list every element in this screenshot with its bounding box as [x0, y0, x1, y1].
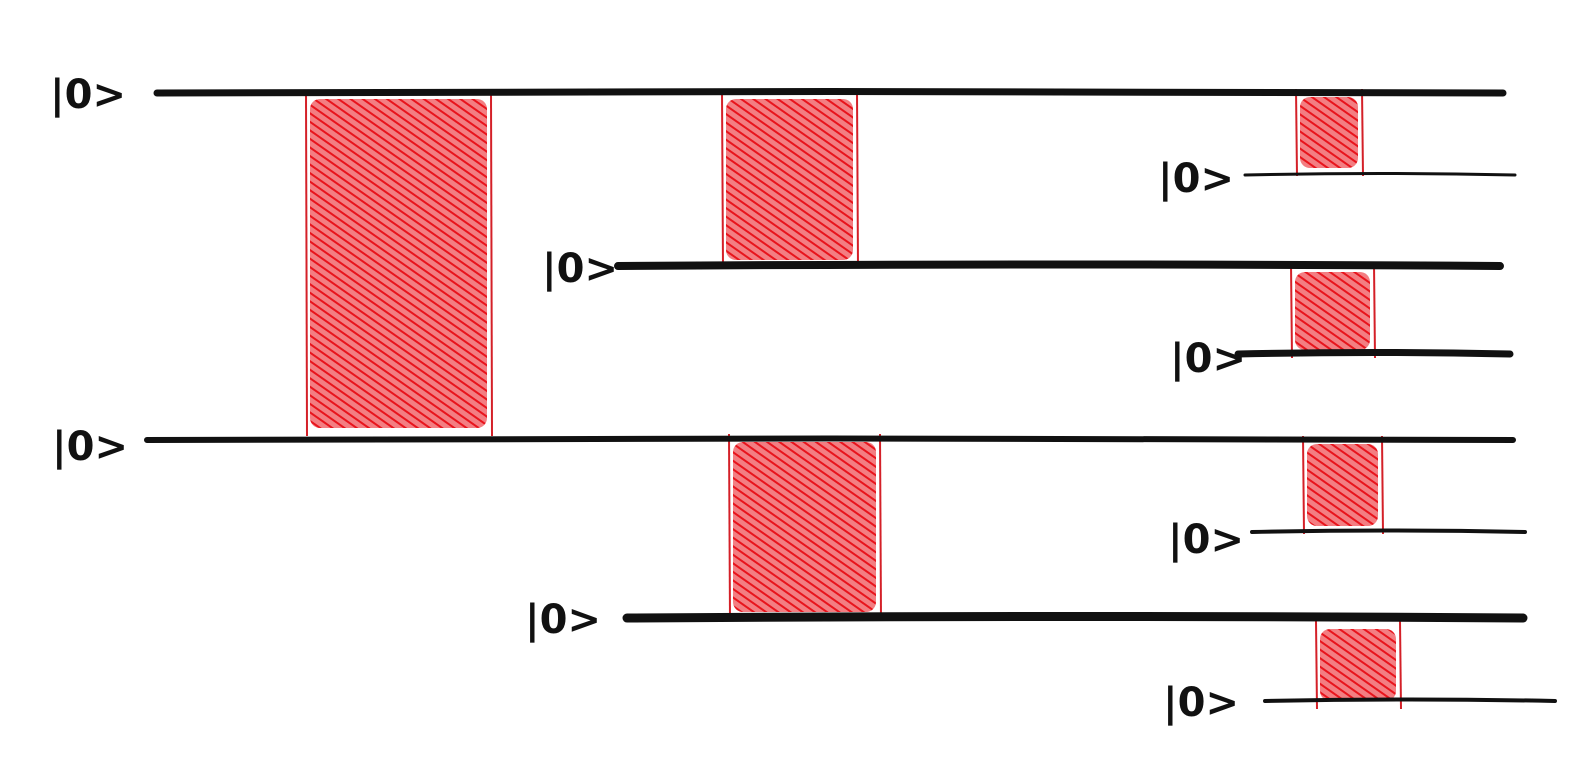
gate-hatch-fill — [310, 99, 487, 428]
qubit-wire — [1250, 528, 1527, 534]
gate-hatch-fill — [1320, 629, 1396, 701]
labels-layer: |0> |0> |0> |0> |0> |0> |0> |0> — [50, 72, 1246, 727]
qubit-wire — [614, 260, 1504, 270]
gate-left-edge — [305, 90, 308, 437]
qubit-wire — [622, 612, 1528, 623]
qubit-wire — [1263, 697, 1557, 703]
gate-right-edge — [1373, 263, 1376, 359]
qubit-wire — [153, 88, 1507, 97]
gate-right-edge — [1399, 620, 1402, 710]
gate-hatch-fill — [1300, 97, 1358, 168]
gate-right-edge — [1381, 435, 1384, 535]
gate-block — [1315, 620, 1402, 710]
gate-block — [721, 90, 859, 269]
gate-hatch-fill — [733, 442, 876, 612]
qubit-ket-label: |0> — [1158, 156, 1234, 203]
gates-layer — [305, 88, 1402, 710]
gate-right-edge — [879, 433, 882, 621]
qubit-ket-label: |0> — [1168, 517, 1244, 564]
gate-left-edge — [1290, 263, 1293, 359]
gate-left-edge — [721, 90, 724, 269]
qubit-ket-label: |0> — [542, 246, 618, 293]
qubit-ket-label: |0> — [52, 424, 128, 471]
qubit-wire — [1243, 172, 1517, 177]
qubit-ket-label: |0> — [525, 597, 601, 644]
qubit-ket-label: |0> — [1163, 680, 1239, 727]
wires-layer — [144, 88, 1557, 703]
gate-block — [728, 433, 882, 621]
gate-right-edge — [1361, 88, 1364, 177]
gate-left-edge — [728, 433, 731, 621]
gate-left-edge — [1295, 88, 1298, 177]
gate-right-edge — [490, 90, 493, 437]
gate-block — [305, 90, 493, 437]
gate-block — [1302, 435, 1384, 535]
gate-hatch-fill — [726, 99, 853, 260]
gate-left-edge — [1315, 620, 1318, 710]
gate-left-edge — [1302, 435, 1305, 535]
qubit-ket-label: |0> — [1170, 336, 1246, 383]
qubit-ket-label: |0> — [50, 72, 126, 119]
qubit-wire — [1234, 349, 1514, 358]
gate-right-edge — [856, 90, 859, 269]
gate-block — [1295, 88, 1364, 177]
qubit-wire — [144, 435, 1516, 443]
gate-hatch-fill — [1295, 272, 1370, 350]
gate-hatch-fill — [1307, 444, 1378, 526]
gate-block — [1290, 263, 1376, 359]
